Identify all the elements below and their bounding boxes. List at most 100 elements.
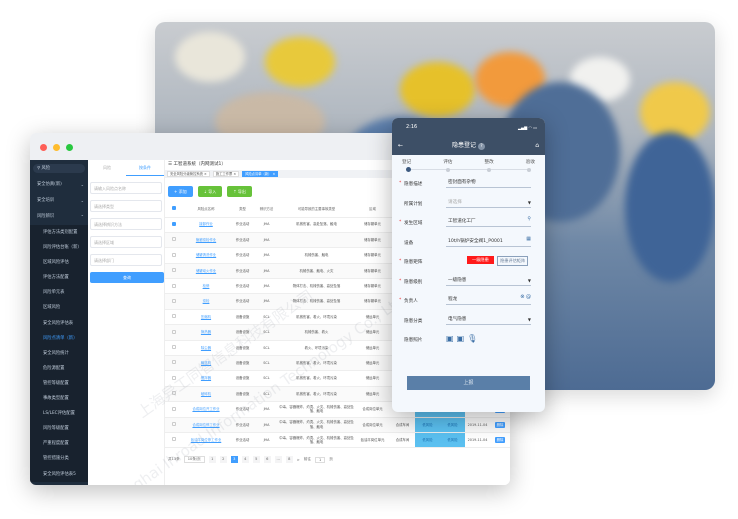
sidebar-subitem[interactable]: 风险等级配置: [30, 421, 88, 437]
page-button[interactable]: 6: [263, 456, 271, 464]
risk-name-link[interactable]: 氨油平岗位停工作业: [190, 437, 222, 442]
table-row[interactable]: 氨油平岗位停工作业 作业活动 JHA 中毒、容器爆炸、灼烫、火灾、机械伤害、高处坠落、…: [165, 432, 510, 449]
row-checkbox[interactable]: [171, 345, 176, 350]
sidebar-subitem[interactable]: 安全风险评估表: [30, 315, 88, 331]
filter-tab[interactable]: 风险: [103, 165, 111, 170]
sidebar-subitem[interactable]: 安全风险评估表5: [30, 466, 88, 482]
risk-name-link[interactable]: 破碎机: [200, 391, 212, 396]
sidebar-item[interactable]: 风险辨识 ⌃: [30, 209, 88, 225]
sidebar-search-input[interactable]: ⚲ 风险: [33, 164, 85, 173]
risk-name-link[interactable]: 管廊巡检作业: [195, 237, 217, 242]
level-select[interactable]: 一级隐患: [446, 276, 531, 286]
sidebar-subitem[interactable]: 区域风险评估: [30, 255, 88, 271]
column-header[interactable]: 可能导致的主要事故类型: [278, 201, 355, 218]
clear-and-at-icon[interactable]: ⊗ @: [520, 294, 531, 300]
goto-page-input[interactable]: 1: [314, 456, 326, 463]
delete-button[interactable]: 删除: [494, 421, 506, 429]
add-button[interactable]: + 添加: [168, 186, 193, 197]
sidebar-subitem[interactable]: 风险评估台账（新）: [30, 240, 88, 256]
sidebar-item[interactable]: 安全仿真(新) ⌄: [30, 177, 88, 193]
risk-name-link[interactable]: 储罐清洗作业: [195, 253, 217, 258]
row-checkbox[interactable]: [171, 391, 176, 396]
method-select[interactable]: 请选择辨识方法: [90, 218, 162, 230]
sidebar-item[interactable]: 安全培训 ⌄: [30, 193, 88, 209]
submit-button[interactable]: 上报: [407, 376, 530, 390]
import-button[interactable]: ⇣ 导入: [197, 186, 223, 197]
export-button[interactable]: ⇡ 导出: [227, 186, 252, 197]
risk-name-link[interactable]: 搅拌器: [200, 376, 212, 381]
sidebar-subitem[interactable]: 严重程度配置: [30, 436, 88, 452]
page-button[interactable]: 3: [230, 456, 238, 464]
category-select[interactable]: 电气隐患: [446, 315, 531, 325]
risk-name-link[interactable]: 巡检: [202, 299, 210, 304]
back-arrow-icon[interactable]: ←: [398, 142, 404, 149]
sidebar-subitem[interactable]: LS/LEC评估配置: [30, 406, 88, 422]
department-select[interactable]: 请选择部门: [90, 254, 162, 266]
scan-icon[interactable]: ▦: [526, 235, 531, 242]
help-icon[interactable]: ?: [477, 143, 485, 150]
page-button[interactable]: 5: [252, 456, 260, 464]
home-icon[interactable]: ⌂: [535, 142, 539, 149]
page-size-select[interactable]: 10条/页: [183, 456, 205, 464]
select-all-checkbox[interactable]: [171, 206, 176, 210]
risk-name-link[interactable]: 接卸作业: [199, 222, 213, 227]
row-checkbox[interactable]: [171, 422, 176, 427]
sidebar-subitem[interactable]: 风险点清单（新）: [30, 330, 88, 346]
row-checkbox[interactable]: [171, 252, 176, 257]
row-checkbox[interactable]: [171, 237, 176, 242]
assessment-matrix-button[interactable]: 隐患评估矩阵: [497, 256, 529, 266]
row-checkbox[interactable]: [171, 329, 176, 334]
column-header[interactable]: 区域: [355, 201, 390, 218]
risk-name-link[interactable]: 换热器: [200, 330, 212, 335]
location-pin-icon[interactable]: ⚲: [527, 216, 531, 222]
sidebar-subitem[interactable]: 风险单元表: [30, 285, 88, 301]
row-checkbox[interactable]: [171, 221, 176, 226]
type-select[interactable]: 请选择类型: [90, 200, 162, 212]
row-checkbox[interactable]: [171, 283, 176, 288]
tab-safety[interactable]: 安全风险分级管控系统 ×: [167, 171, 210, 177]
risk-name-link[interactable]: 输送机: [200, 360, 212, 365]
sidebar-subitem[interactable]: 危险源配置: [30, 360, 88, 376]
row-checkbox[interactable]: [171, 314, 176, 319]
page-button[interactable]: 2: [219, 456, 227, 464]
close-dot-icon[interactable]: [40, 144, 47, 151]
description-input[interactable]: 密封面有杂物: [446, 178, 531, 188]
risk-name-link[interactable]: 压缩机: [200, 314, 212, 319]
page-button[interactable]: 1: [208, 456, 216, 464]
row-checkbox[interactable]: [171, 268, 176, 273]
area-select[interactable]: 请选择区域: [90, 236, 162, 248]
column-header[interactable]: 辨识方法: [255, 201, 278, 218]
search-button[interactable]: 查询: [90, 272, 164, 283]
tab-risk-list[interactable]: 风险点清单（新） ×: [242, 171, 279, 177]
page-button[interactable]: 8: [285, 456, 293, 464]
add-image-icon[interactable]: ▣: [446, 334, 457, 343]
page-button[interactable]: ...: [274, 456, 282, 464]
sidebar-subitem[interactable]: 事故类型配置: [30, 391, 88, 407]
column-header[interactable]: 风险点名称: [182, 201, 230, 218]
risk-name-link[interactable]: 除尘器: [200, 345, 212, 350]
sidebar-subitem[interactable]: 安全风险统计: [30, 345, 88, 361]
row-checkbox[interactable]: [171, 406, 176, 411]
sidebar-subitem[interactable]: 评估方法配置: [30, 270, 88, 286]
tab-workticket[interactable]: 施工工作票 ×: [212, 171, 240, 177]
filter-tab-active[interactable]: 按条件: [126, 160, 164, 176]
risk-name-link[interactable]: 合成岗位开工作业: [192, 407, 220, 412]
row-checkbox[interactable]: [171, 360, 176, 365]
sidebar-subitem[interactable]: 管控措施分类: [30, 451, 88, 467]
minimize-dot-icon[interactable]: [53, 144, 60, 151]
menu-icon[interactable]: ☰: [168, 162, 173, 167]
plan-select[interactable]: 请选择: [446, 198, 531, 208]
risk-name-link[interactable]: 合成岗位停工作业: [192, 422, 220, 427]
page-button[interactable]: 4: [241, 456, 249, 464]
sidebar-subitem[interactable]: 区域风险: [30, 300, 88, 316]
delete-button[interactable]: 删除: [494, 436, 506, 444]
row-checkbox[interactable]: [171, 298, 176, 303]
sidebar-subitem[interactable]: 管控等级配置: [30, 375, 88, 392]
risk-name-input[interactable]: 请输入风险点名称: [90, 182, 162, 194]
risk-name-link[interactable]: 储罐动火作业: [195, 268, 217, 273]
owner-input[interactable]: 程龙: [446, 295, 531, 305]
risk-name-link[interactable]: 检修: [202, 284, 210, 288]
column-header[interactable]: 类型: [230, 201, 255, 218]
sidebar-subitem[interactable]: 评估方法类别配置: [30, 225, 88, 241]
row-checkbox[interactable]: [171, 437, 176, 442]
